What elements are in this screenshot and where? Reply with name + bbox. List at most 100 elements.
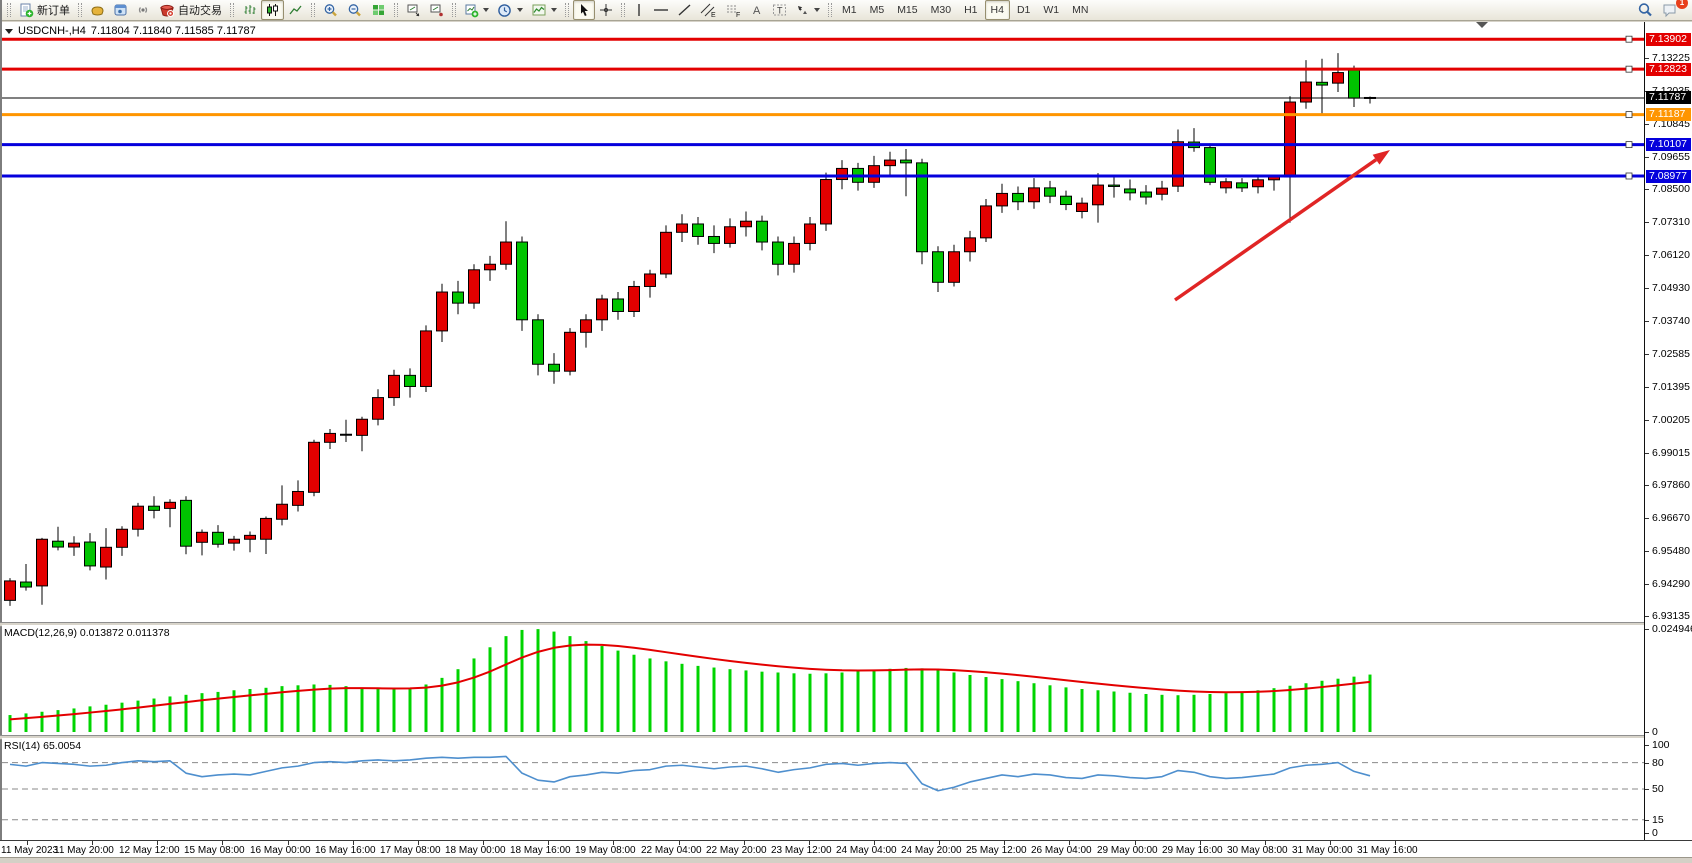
- bearish-candle: [84, 541, 96, 567]
- timeframe-h4-button[interactable]: H4: [984, 0, 1010, 20]
- macd-histogram-bar: [120, 702, 124, 732]
- bullish-candle: [196, 531, 208, 543]
- arrows-dropdown-caret[interactable]: [814, 8, 820, 12]
- new-order-button[interactable]: 新订单: [15, 0, 74, 20]
- bullish-candle: [724, 226, 736, 244]
- rsi-indicator-panel[interactable]: [2, 738, 1644, 840]
- price-tick-label: 7.02585: [1652, 347, 1690, 360]
- bearish-candle: [916, 162, 928, 253]
- time-axis[interactable]: 11 May 2023 11 May 20:00 12 May 12:00 15 Ma…: [0, 840, 1692, 857]
- text-label-button[interactable]: T: [768, 0, 791, 20]
- crosshair-button[interactable]: [595, 0, 617, 20]
- time-tick-mark: [1395, 841, 1396, 845]
- macd-histogram-bar: [1224, 693, 1228, 732]
- macd-histogram-bar: [1240, 691, 1244, 732]
- macd-histogram-bar: [696, 665, 700, 732]
- rsi-scale-label: 80: [1652, 756, 1664, 769]
- timeframe-h1-button[interactable]: H1: [964, 4, 978, 16]
- macd-histogram-bar: [296, 685, 300, 732]
- macd-signal-line: [9, 643, 1371, 721]
- macd-histogram-bar: [552, 631, 556, 732]
- bullish-candle: [644, 273, 656, 287]
- macd-histogram-bar: [280, 686, 284, 732]
- candlestick-chart-button[interactable]: [261, 0, 284, 20]
- macd-histogram-bar: [1256, 690, 1260, 732]
- price-axis-scale[interactable]: 7.132257.120357.108457.096557.085007.073…: [1644, 22, 1692, 840]
- timeframe-mn-button[interactable]: MN: [1072, 4, 1089, 16]
- macd-histogram-bar: [856, 671, 860, 732]
- bearish-candle: [900, 159, 912, 164]
- bullish-candle: [964, 237, 976, 253]
- macd-histogram-bar: [920, 668, 924, 732]
- timeframe-m30-button[interactable]: M30: [930, 4, 952, 16]
- macd-histogram-bar: [360, 687, 364, 732]
- rsi-scale-label: 50: [1652, 783, 1664, 795]
- data-window-button[interactable]: [109, 0, 132, 20]
- macd-tick-mark: [1645, 628, 1649, 630]
- macd-histogram-bar: [1112, 691, 1116, 732]
- new-chart-button[interactable]: [460, 0, 493, 20]
- signal-button[interactable]: [132, 0, 155, 20]
- horizontal-line-icon: [653, 3, 669, 17]
- time-axis-label: 23 May 12:00: [771, 845, 832, 856]
- chart-collapse-icon[interactable]: [5, 28, 13, 34]
- timeframe-m15-button[interactable]: M15: [897, 4, 918, 16]
- timeframe-m1-button[interactable]: M1: [842, 4, 857, 16]
- timeframe-w1-button[interactable]: W1: [1043, 4, 1060, 16]
- price-tick-label: 6.96670: [1652, 511, 1690, 524]
- toolbar-drag-handle[interactable]: [7, 3, 11, 17]
- bearish-candle: [1140, 191, 1152, 198]
- period-dropdown-caret[interactable]: [517, 8, 523, 12]
- time-tick-mark: [27, 841, 28, 845]
- rsi-name: RSI(14): [4, 740, 41, 752]
- bullish-candle: [580, 319, 592, 333]
- indicators-button[interactable]: [527, 0, 561, 20]
- text-button[interactable]: A: [746, 0, 768, 20]
- time-tick-mark: [418, 841, 419, 845]
- trendline-button[interactable]: [673, 0, 696, 20]
- macd-histogram-bar: [344, 686, 348, 732]
- main-price-chart[interactable]: [2, 22, 1644, 622]
- macd-histogram-bar: [936, 670, 940, 732]
- auto-trading-button[interactable]: 自动交易: [155, 0, 226, 20]
- bullish-candle: [388, 374, 400, 399]
- tile-windows-button[interactable]: [367, 0, 390, 20]
- bullish-candle: [740, 220, 752, 228]
- timeframe-d1-button[interactable]: D1: [1016, 4, 1031, 16]
- line-chart-button[interactable]: [284, 0, 307, 20]
- macd-histogram-bar: [1144, 693, 1148, 732]
- indicators-icon: [531, 3, 547, 18]
- bar-chart-button[interactable]: [238, 0, 261, 20]
- new-chart-dropdown-caret[interactable]: [483, 8, 489, 12]
- zoom-in-button[interactable]: [319, 0, 343, 20]
- cascade-windows-button[interactable]: [402, 0, 425, 20]
- arrows-icon: [795, 3, 810, 17]
- fibonacci-button[interactable]: F: [721, 0, 746, 20]
- bearish-candle: [452, 291, 464, 304]
- time-tick-mark: [353, 841, 354, 845]
- macd-histogram-bar: [408, 687, 412, 732]
- arrows-button[interactable]: [791, 0, 824, 20]
- search-button[interactable]: [1633, 0, 1658, 20]
- zoom-out-button[interactable]: [343, 0, 367, 20]
- bullish-candle: [836, 167, 848, 181]
- equidistant-channel-button[interactable]: E: [696, 0, 721, 20]
- macd-histogram-bar: [904, 667, 908, 732]
- timeframe-m5-button[interactable]: M5: [869, 4, 885, 16]
- bullish-candle: [228, 538, 240, 544]
- period-clock-button[interactable]: [493, 0, 527, 20]
- arrange-windows-button[interactable]: [425, 0, 448, 20]
- chat-button[interactable]: 1: [1658, 0, 1688, 20]
- cursor-button[interactable]: [573, 0, 595, 20]
- candlestick-chart-icon: [265, 3, 280, 17]
- price-tick-label: 7.07310: [1652, 216, 1690, 229]
- signal-icon: [136, 3, 151, 17]
- rsi-value: 65.0054: [43, 740, 82, 752]
- market-watch-button[interactable]: [86, 0, 109, 20]
- horizontal-line-button[interactable]: [649, 0, 673, 20]
- vertical-line-button[interactable]: [629, 0, 649, 20]
- macd-indicator-panel[interactable]: [2, 625, 1644, 735]
- indicators-dropdown-caret[interactable]: [551, 8, 557, 12]
- macd-histogram-bar: [488, 647, 492, 732]
- macd-histogram-bar: [1288, 685, 1292, 732]
